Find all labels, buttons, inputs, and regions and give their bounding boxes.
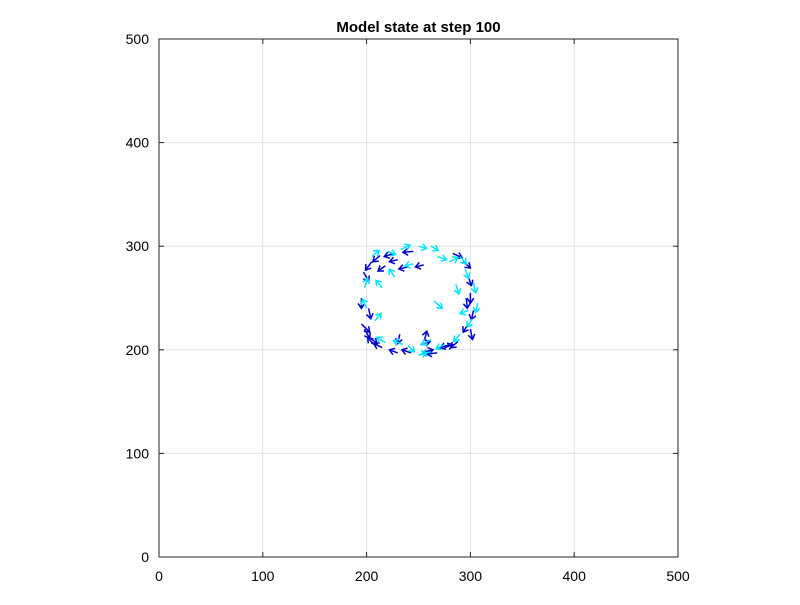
arrow-marker-cyan <box>374 312 382 322</box>
plot-frame <box>158 38 679 558</box>
arrow-marker-cyan <box>458 308 469 316</box>
arrow-marker-cyan <box>466 318 474 329</box>
arrow-marker-cyan <box>470 282 479 295</box>
x-tick-label: 0 <box>155 568 163 584</box>
arrow-marker-cyan <box>360 297 368 309</box>
arrow-marker-cyan <box>392 338 404 346</box>
arrow-marker-cyan <box>452 333 461 343</box>
x-tick-label: 300 <box>459 568 483 584</box>
arrow-marker-blue <box>397 264 409 272</box>
arrow-marker-blue <box>388 347 399 356</box>
arrow-marker-blue <box>366 336 375 346</box>
arrow-marker-blue <box>467 328 476 341</box>
arrow-marker-blue <box>414 261 424 270</box>
x-tick-label: 100 <box>251 568 275 584</box>
arrow-marker-cyan <box>388 267 396 278</box>
arrow-marker-blue <box>462 297 471 310</box>
arrow-marker-cyan <box>420 338 432 346</box>
arrow-marker-cyan <box>403 260 414 269</box>
arrow-marker-blue <box>400 347 412 356</box>
arrow-marker-blue <box>466 292 475 305</box>
grid-layer <box>159 39 678 557</box>
y-tick-label: 0 <box>141 549 149 565</box>
arrow-marker-cyan <box>434 343 445 351</box>
arrow-marker-cyan <box>375 279 383 289</box>
arrow-marker-cyan <box>453 284 462 296</box>
y-tick-label: 100 <box>126 445 150 461</box>
y-tick-label: 300 <box>126 238 150 254</box>
chart-title: Model state at step 100 <box>336 19 500 36</box>
x-tick-label: 200 <box>355 568 379 584</box>
arrow-marker-cyan <box>463 268 471 280</box>
arrow-marker-cyan <box>433 300 444 310</box>
arrow-marker-cyan <box>472 303 481 314</box>
arrow-marker-cyan <box>459 256 468 265</box>
arrow-marker-blue <box>401 247 414 256</box>
arrow-marker-cyan <box>418 243 429 252</box>
arrow-marker-blue <box>365 308 374 321</box>
arrow-marker-cyan <box>436 254 448 263</box>
arrow-marker-blue <box>376 265 386 272</box>
arrow-marker-cyan <box>387 249 397 257</box>
x-tick-label: 400 <box>563 568 587 584</box>
arrow-layer <box>357 243 481 358</box>
arrow-marker-blue <box>388 256 398 265</box>
arrow-marker-blue <box>421 329 430 340</box>
arrow-marker-cyan <box>362 277 371 288</box>
arrow-marker-cyan <box>430 244 440 252</box>
y-tick-label: 200 <box>126 342 150 358</box>
arrow-marker-blue <box>364 261 373 272</box>
arrow-marker-cyan <box>371 249 381 258</box>
arrow-marker-blue <box>439 342 450 351</box>
arrow-marker-cyan <box>400 243 412 251</box>
arrow-marker-blue <box>444 342 454 350</box>
tick-layer: 0 100 200 300 400 500 0 100 200 300 400 500 <box>126 31 690 584</box>
arrow-marker-cyan <box>449 256 460 264</box>
y-tick-label: 500 <box>126 31 150 47</box>
arrow-marker-blue <box>371 254 381 263</box>
arrow-marker-cyan <box>407 345 416 353</box>
x-tick-label: 500 <box>666 568 690 584</box>
arrow-marker-cyan <box>418 350 429 358</box>
arrow-marker-blue <box>382 251 394 259</box>
y-tick-label: 400 <box>126 135 150 151</box>
arrow-marker-cyan <box>375 336 386 344</box>
